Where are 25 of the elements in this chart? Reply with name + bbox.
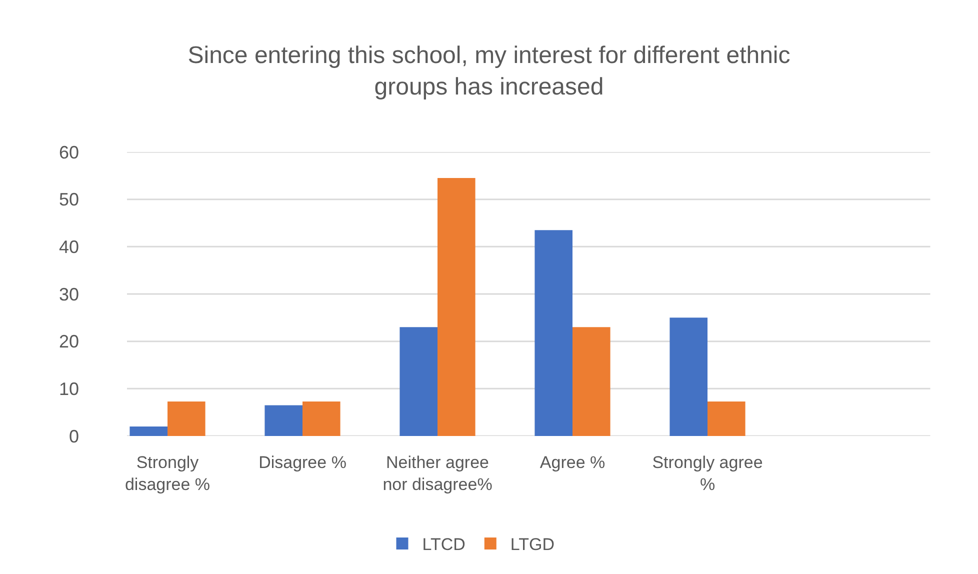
x-tick-label: Agree % [540, 453, 606, 472]
legend-label: LTGD [510, 535, 554, 554]
y-tick-label: 10 [58, 378, 79, 399]
y-tick-label: 30 [58, 284, 79, 304]
y-tick-label: 50 [58, 190, 79, 210]
bar [168, 401, 206, 436]
x-tick-label: Neither agree nor disagree% [382, 453, 492, 494]
bar [302, 401, 340, 436]
x-tick-label: Strongly agree % [652, 453, 763, 494]
y-tick-label: 0 [68, 426, 79, 446]
legend-label: LTCD [422, 535, 466, 554]
x-tick-label: Strongly disagree % [124, 453, 210, 494]
y-tick-label: 40 [58, 236, 79, 257]
x-tick-label: Disagree % [258, 453, 346, 472]
bar [572, 327, 610, 436]
bar [264, 405, 302, 436]
bar [670, 318, 708, 436]
bar [708, 401, 746, 436]
chart-title: Since entering this school, my interest for different ethnic groups has increased [188, 42, 790, 100]
bar [438, 178, 476, 436]
bar [130, 426, 168, 436]
bar [400, 327, 438, 436]
y-tick-label: 60 [58, 142, 79, 162]
bar [534, 230, 572, 436]
y-tick-label: 20 [58, 332, 79, 352]
